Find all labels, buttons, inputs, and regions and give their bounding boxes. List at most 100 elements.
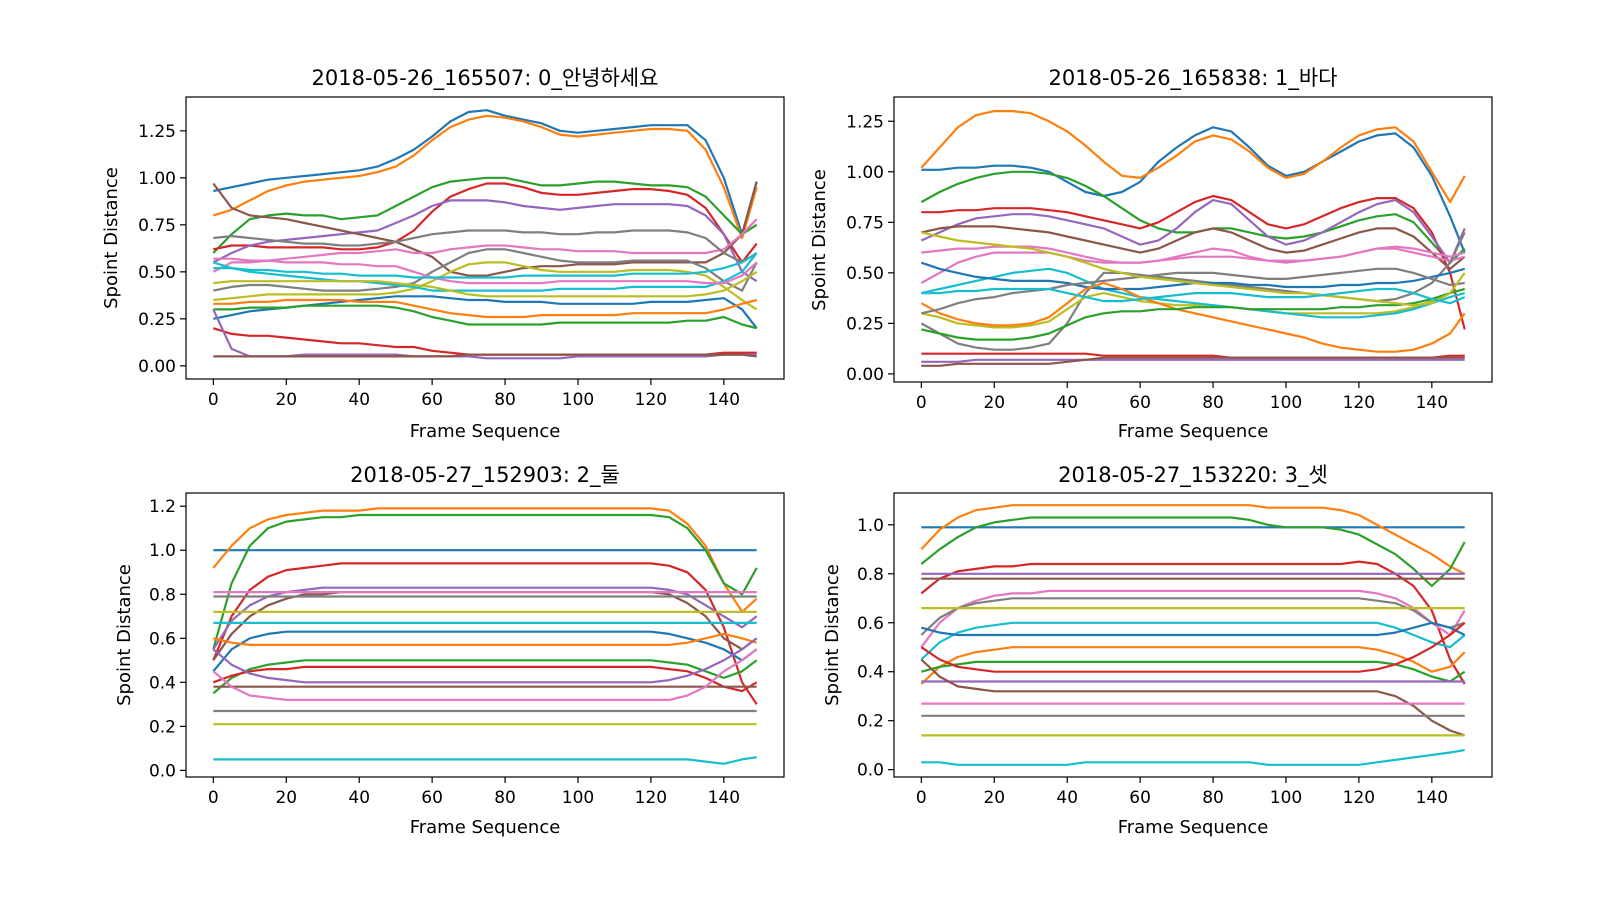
subplot-1-series-13-line <box>213 304 757 330</box>
subplot-4-series-16-line <box>920 658 1466 737</box>
subplot-4-ylabel: Spoint Distance <box>822 564 843 706</box>
x-tick-label: 40 <box>1056 788 1078 808</box>
x-tick-label: 60 <box>421 788 443 808</box>
x-tick-label: 40 <box>348 390 370 410</box>
subplot-1-series-7-line <box>212 218 758 273</box>
x-tick-label: 100 <box>1270 393 1302 413</box>
y-tick-label: 1.00 <box>138 169 176 189</box>
y-tick-label: 0.6 <box>857 614 884 634</box>
subplot-1-series-18-line <box>213 229 758 264</box>
x-tick-label: 100 <box>562 390 594 410</box>
subplot-3-series-2-line <box>212 507 758 614</box>
x-tick-label: 80 <box>494 390 516 410</box>
y-tick-label: 0.6 <box>149 629 176 649</box>
subplot-3-series-group <box>212 507 758 765</box>
subplot-2-series-15-line <box>921 358 1465 363</box>
subplot-3-xlabel: Frame Sequence <box>410 817 561 838</box>
subplot-2-xlabel: Frame Sequence <box>1118 421 1269 442</box>
y-tick-label: 0.00 <box>846 365 884 385</box>
subplot-1-series-14-line <box>212 327 757 356</box>
y-tick-label: 1.2 <box>149 497 176 517</box>
subplot-1: 2018-05-26_165507: 0_안녕하세요 Frame Sequenc… <box>101 66 785 442</box>
y-tick-label: 0.75 <box>138 216 176 236</box>
y-tick-label: 0.2 <box>857 712 884 732</box>
subplot-4-series-20-line <box>921 749 1465 766</box>
subplot-4-series-4-line <box>920 560 1466 685</box>
subplot-2-series-6-line <box>921 225 1466 270</box>
x-tick-label: 60 <box>1129 788 1151 808</box>
y-tick-label: 0.50 <box>138 263 176 283</box>
subplot-2-series-7-line <box>920 247 1465 284</box>
subplot-3-series-20-line <box>213 756 757 765</box>
subplot-3-axes-frame <box>185 492 785 778</box>
y-tick-label: 0.25 <box>138 310 176 330</box>
y-tick-label: 0.25 <box>846 314 884 334</box>
y-tick-label: 0.4 <box>857 663 884 683</box>
subplot-4-series-13-line <box>921 660 1466 683</box>
x-tick-label: 120 <box>1343 788 1375 808</box>
y-tick-label: 1.25 <box>138 122 176 142</box>
x-tick-label: 100 <box>562 788 594 808</box>
subplot-4-series-7-line <box>920 589 1466 648</box>
subplot-3-series-12-line <box>213 632 758 647</box>
x-tick-label: 140 <box>708 788 740 808</box>
subplot-4-series-12-line <box>920 646 1466 685</box>
subplot-2-series-12-line <box>920 281 1466 353</box>
subplot-4-series-10-line <box>920 621 1466 661</box>
x-tick-label: 140 <box>708 390 740 410</box>
x-tick-label: 140 <box>1416 393 1448 413</box>
subplot-3-series-17-line <box>212 648 758 702</box>
subplot-3: 2018-05-27_152903: 2_둘 Frame Sequence Sp… <box>114 463 785 838</box>
y-tick-label: 0.0 <box>857 761 884 781</box>
subplot-1-series-12-line <box>213 298 757 319</box>
subplot-4-series-11-line <box>921 621 1466 637</box>
subplot-1-series-3-line <box>212 176 758 254</box>
x-tick-label: 0 <box>916 393 927 413</box>
subplot-2-series-19-line <box>921 231 1466 307</box>
subplot-3-series-13-line <box>212 659 758 695</box>
subplot-2-series-2-line <box>920 109 1466 204</box>
subplot-4-axes-frame <box>893 492 1493 778</box>
y-tick-label: 0.50 <box>846 264 884 284</box>
x-tick-label: 60 <box>421 390 443 410</box>
subplot-1-title: 2018-05-26_165507: 0_안녕하세요 <box>312 66 659 91</box>
subplot-4-series-3-line <box>920 516 1466 588</box>
subplot-1-series-4-line <box>213 182 758 264</box>
subplot-1-series-6-line <box>212 181 758 277</box>
y-tick-label: 0.2 <box>149 717 176 737</box>
subplot-2-series-4-line <box>921 194 1466 330</box>
subplot-2-series-16-line <box>921 356 1465 367</box>
subplot-1-axes-frame <box>185 96 785 380</box>
y-tick-label: 0.8 <box>857 565 884 585</box>
subplot-1-series-15-line <box>212 308 757 360</box>
y-tick-label: 0.4 <box>149 673 176 693</box>
subplot-1-series-8-line <box>213 248 758 292</box>
y-tick-label: 0.0 <box>149 761 176 781</box>
subplot-2-series-10-line <box>921 267 1465 319</box>
subplot-3-series-15-line <box>212 637 758 684</box>
x-tick-label: 140 <box>1416 788 1448 808</box>
subplot-2-series-1-line <box>921 126 1466 254</box>
x-tick-label: 0 <box>208 390 219 410</box>
subplot-2-series-9-line <box>921 287 1465 329</box>
subplot-1-series-17-line <box>213 257 758 285</box>
y-tick-label: 0.8 <box>149 585 176 605</box>
subplot-1-series-9-line <box>213 261 758 311</box>
x-tick-label: 20 <box>983 393 1005 413</box>
subplot-1-series-2-line <box>212 114 758 240</box>
x-tick-label: 80 <box>1202 393 1224 413</box>
subplot-3-series-3-line <box>212 513 758 650</box>
subplot-4-series-14-line <box>920 621 1466 673</box>
subplot-2-series-18-line <box>921 267 1465 315</box>
x-tick-label: 20 <box>275 788 297 808</box>
subplot-2: 2018-05-26_165838: 1_바다 Frame Sequence S… <box>809 66 1493 442</box>
subplot-1-series-16-line <box>213 353 757 358</box>
subplot-3-series-14-line <box>212 665 758 693</box>
subplot-4-series-group <box>920 504 1466 766</box>
subplot-3-ylabel: Spoint Distance <box>114 564 135 706</box>
subplot-3-series-4-line <box>212 562 758 705</box>
x-tick-label: 100 <box>1270 788 1302 808</box>
subplot-1-series-19-line <box>213 270 758 298</box>
x-tick-label: 120 <box>635 390 667 410</box>
